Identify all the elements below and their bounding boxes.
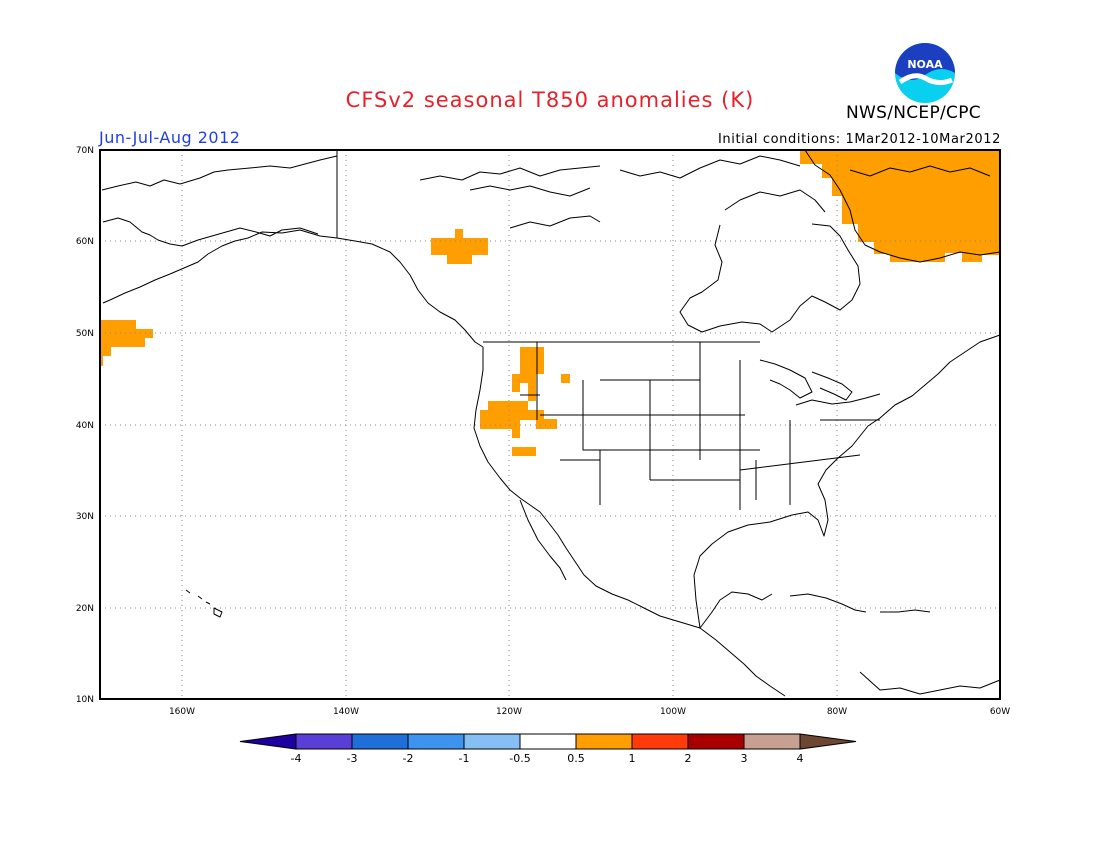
anomaly-region-southern-nevada (512, 447, 536, 456)
lon-label: 160W (169, 707, 195, 717)
colorbar-segment (351, 733, 409, 750)
lon-label: 120W (496, 707, 522, 717)
colorbar-label: -2 (403, 752, 414, 765)
colorbar-segment (631, 733, 689, 750)
colorbar-label: 1 (629, 752, 636, 765)
season-label: Jun-Jul-Aug 2012 (99, 128, 241, 147)
map-title: CFSv2 seasonal T850 anomalies (K) (345, 88, 755, 112)
us-state-borders (483, 341, 880, 510)
colorbar-segment (799, 733, 857, 750)
colorbar-label: -1 (459, 752, 470, 765)
colorbar: -4 -3 -2 -1 -0.5 0.5 1 2 3 4 (239, 733, 857, 765)
lat-label: 40N (76, 421, 94, 431)
colorbar-segment (575, 733, 633, 750)
coastline-greenland (804, 149, 1001, 263)
colorbar-label: 3 (741, 752, 748, 765)
noaa-logo-text: NOAA (907, 58, 943, 71)
colorbar-segment (295, 733, 353, 750)
colorbar-label: 0.5 (567, 752, 585, 765)
colorbar-segment (519, 733, 577, 750)
coastline-canada-north (336, 155, 826, 348)
coastline-gulf-east (693, 334, 1001, 629)
lat-label: 50N (76, 329, 94, 339)
lon-label: 60W (990, 707, 1010, 717)
colorbar-label: 4 (797, 752, 804, 765)
lat-label: 20N (76, 604, 94, 614)
lat-label: 60N (76, 237, 94, 247)
agency-label: NWS/NCEP/CPC (846, 103, 981, 123)
coastline-caribbean (789, 593, 1001, 695)
lat-label: 30N (76, 512, 94, 522)
anomaly-region-greenland (800, 150, 1000, 262)
coastline-hawaii (185, 589, 223, 618)
anomaly-region-idaho-montana (512, 347, 544, 401)
anomaly-region-montana-dot (561, 374, 570, 383)
colorbar-segment (687, 733, 745, 750)
coastline-west-us (473, 347, 786, 697)
coastline-alaska (101, 150, 338, 304)
colorbar-label: -0.5 (509, 752, 530, 765)
initial-conditions-label: Initial conditions: 1Mar2012-10Mar2012 (717, 132, 1001, 147)
colorbar-segment (743, 733, 801, 750)
noaa-logo: NOAA (895, 43, 955, 103)
coastline-great-lakes (759, 359, 881, 406)
anomaly-region-great-basin (480, 401, 557, 438)
lat-label: 10N (76, 695, 94, 705)
anomaly-region-yukon (431, 229, 488, 264)
colorbar-segment (407, 733, 465, 750)
lat-label: 70N (76, 146, 94, 156)
lon-label: 100W (660, 707, 686, 717)
colorbar-segment (239, 733, 297, 750)
map-frame (99, 149, 1001, 700)
colorbar-segment (463, 733, 521, 750)
lon-label: 140W (333, 707, 359, 717)
anomaly-region-north-pacific (100, 320, 153, 366)
colorbar-label: -4 (291, 752, 302, 765)
lon-label: 80W (827, 707, 847, 717)
colorbar-label: 2 (685, 752, 692, 765)
colorbar-label: -3 (347, 752, 358, 765)
coastline-hudson-bay (679, 223, 861, 333)
